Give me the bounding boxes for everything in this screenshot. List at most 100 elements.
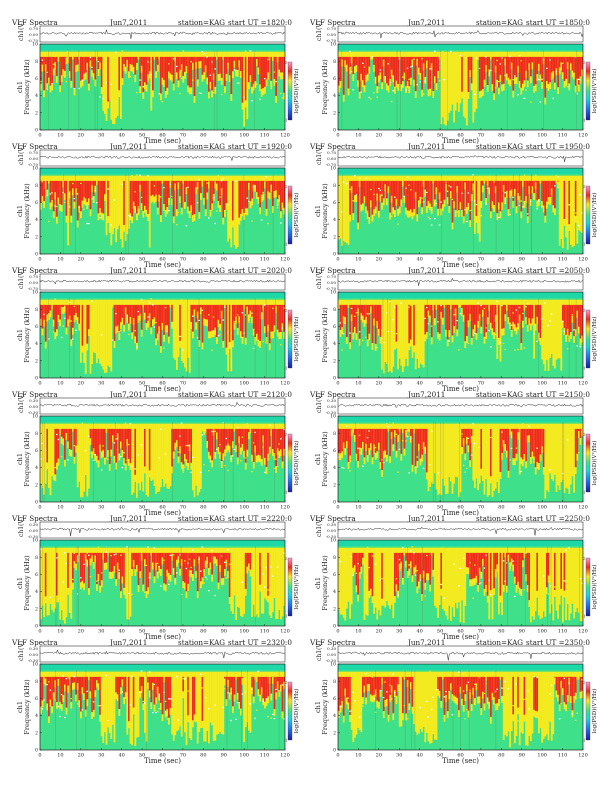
psd-red-cell [458,677,460,710]
x-tick-label: 30 [396,133,402,139]
psd-red-cell [468,553,470,568]
colorbar [586,62,590,120]
psd-speckle [146,450,148,451]
panel-start-ut: start UT =1850:0 [526,18,590,27]
psd-speckle [122,467,124,468]
psd-red-cell [222,305,224,341]
y-tick-label: 4 [35,217,38,223]
psd-red-cell [259,553,261,585]
psd-speckle [560,703,562,704]
psd-speckle [461,433,463,434]
psd-red-cell [67,429,69,442]
psd-red-cell [280,57,282,73]
panel-start-ut: start UT =1820:0 [228,18,292,27]
psd-red-cell [349,429,351,456]
psd-red-cell [482,305,484,310]
x-tick-label: 110 [558,133,568,139]
y-axis-label-bottom: Frequency (kHz) [321,183,329,239]
psd-yellow-cell [500,300,502,362]
psd-red-cell [219,57,221,74]
x-tick-label: 0 [336,505,339,511]
psd-speckle [362,466,364,467]
psd-speckle [206,579,208,580]
panel-start-ut: start UT =2350:0 [526,638,590,647]
psd-speckle [400,303,402,304]
psd-speckle [245,314,247,315]
psd-speckle [237,83,239,84]
psd-red-cell [179,429,181,446]
psd-speckle [187,691,189,692]
psd-speckle [67,459,69,460]
psd-red-cell [266,181,268,209]
psd-speckle [543,575,545,576]
psd-red-cell [66,677,68,708]
psd-speckle [511,325,513,326]
psd-red-cell [519,57,521,81]
psd-red-cell [536,553,538,591]
psd-yellow-cell [404,300,406,367]
psd-red-cell [182,429,184,464]
psd-speckle [343,182,345,183]
psd-red-cell [98,181,100,213]
psd-red-cell [357,429,359,461]
psd-red-cell [418,429,420,444]
psd-speckle [136,346,138,347]
psd-red-cell [221,181,223,188]
psd-red-cell [400,553,402,562]
psd-red-cell [258,57,260,68]
psd-red-cell [178,553,180,556]
psd-speckle [359,178,361,179]
psd-yellow-cell [344,548,346,621]
psd-yellow-cell [522,176,524,187]
psd-speckle [250,50,252,51]
psd-speckle [98,61,100,62]
psd-yellow-cell [134,672,136,746]
psd-speckle [370,189,372,190]
psd-yellow-cell [256,672,258,682]
psd-yellow-cell [576,672,578,680]
y-tick-label: 4 [35,589,38,595]
psd-speckle [90,57,92,58]
psd-red-cell [364,305,366,320]
psd-red-cell [136,181,138,214]
psd-yellow-cell [235,672,237,680]
psd-speckle [107,720,109,721]
psd-red-cell [472,553,474,579]
ch1-tick-label: 0.00 [29,404,38,409]
psd-speckle [469,562,471,563]
psd-yellow-cell [458,52,460,112]
psd-speckle [378,575,380,576]
psd-speckle [282,327,284,328]
psd-red-cell [476,305,478,333]
psd-speckle [341,211,343,212]
psd-yellow-cell [448,548,450,606]
psd-speckle [500,63,502,64]
psd-red-cell [197,57,199,80]
psd-red-cell [203,553,205,569]
psd-red-cell [142,181,144,211]
psd-red-cell [160,57,162,94]
psd-speckle [130,704,132,705]
psd-red-cell [527,429,529,436]
psd-red-cell [42,677,44,701]
psd-speckle [468,343,470,344]
psd-red-cell [511,181,513,189]
psd-yellow-cell [428,424,430,492]
x-tick-label: 90 [221,629,227,635]
x-tick-label: 10 [57,257,63,263]
ch1-axis-label: ch1(V) [316,393,323,413]
psd-yellow-cell [203,424,205,435]
psd-red-cell [123,305,125,325]
psd-speckle [520,60,522,61]
y-tick-label: 2 [35,234,38,240]
psd-red-cell [567,677,569,695]
psd-speckle [270,88,272,89]
psd-speckle [556,71,558,72]
psd-yellow-cell [59,548,61,620]
psd-speckle [431,325,433,326]
psd-red-cell [226,305,228,348]
x-tick-label: 110 [260,381,270,387]
psd-red-cell [442,181,444,204]
psd-red-cell [152,181,154,195]
psd-red-cell [126,429,128,439]
